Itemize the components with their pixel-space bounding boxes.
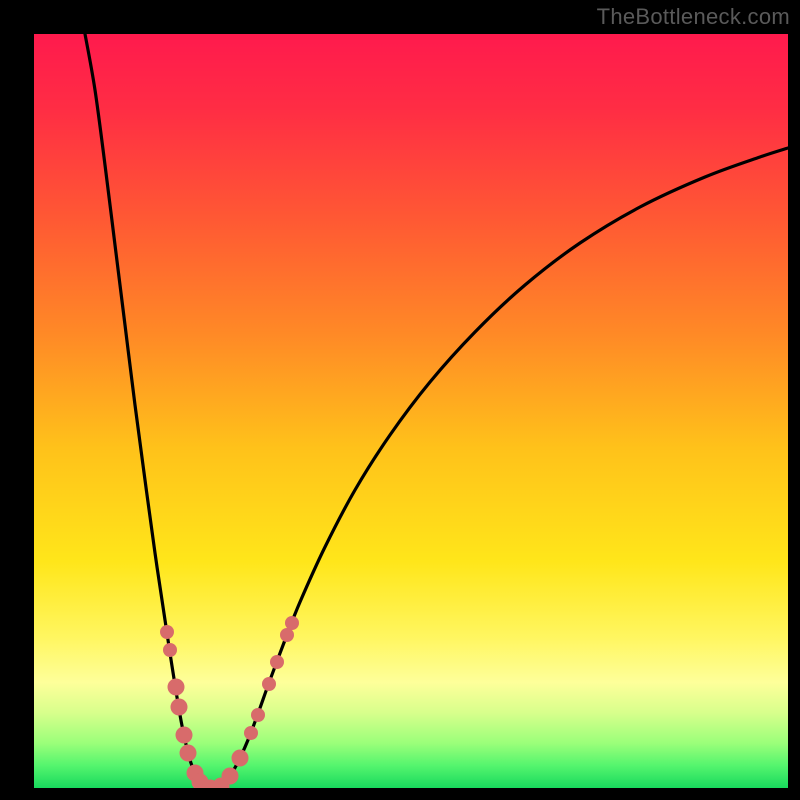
chart-container: TheBottleneck.com (0, 0, 800, 800)
chart-background-gradient (34, 34, 788, 788)
watermark-text: TheBottleneck.com (597, 4, 790, 30)
